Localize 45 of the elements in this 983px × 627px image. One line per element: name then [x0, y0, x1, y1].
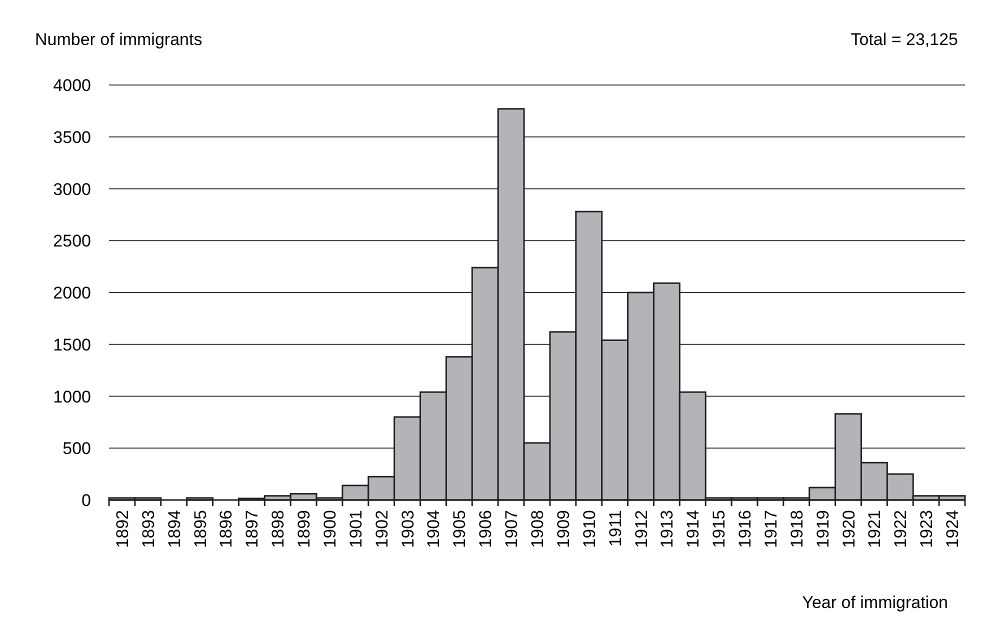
x-tick-label: 1923 — [917, 510, 936, 548]
y-tick-label: 3000 — [53, 180, 91, 199]
x-tick-label: 1907 — [502, 510, 522, 548]
x-tick-label: 1922 — [891, 510, 910, 548]
y-tick-label: 1000 — [53, 387, 91, 406]
x-tick-label: 1920 — [839, 510, 858, 548]
x-tick-label: 1905 — [450, 510, 470, 548]
y-tick-label: 2000 — [53, 284, 91, 302]
x-tick-label: 1892 — [112, 510, 132, 548]
y-tick-label: 500 — [62, 439, 91, 458]
x-tick-label: 1908 — [528, 510, 547, 548]
y-tick-label: 4000 — [53, 76, 91, 95]
x-tick-label: 1912 — [632, 510, 651, 548]
x-tick-label: 1914 — [684, 510, 703, 548]
x-tick-label: 1913 — [658, 510, 677, 548]
x-tick-label: 1894 — [164, 510, 184, 548]
x-tick-label: 1924 — [943, 510, 962, 548]
y-axis-title: Number of immigrants — [35, 30, 202, 49]
x-tick-label: 1895 — [190, 510, 210, 548]
x-tick-label: 1902 — [372, 510, 392, 548]
x-tick-label: 1918 — [787, 510, 806, 548]
x-tick-label: 1904 — [424, 510, 444, 548]
x-tick-label: 1900 — [320, 510, 340, 548]
x-tick-label: 1896 — [216, 510, 236, 548]
x-tick-label: 1901 — [346, 510, 366, 548]
y-tick-label: 2500 — [53, 232, 91, 251]
text: Total = 23,125 — [850, 30, 958, 49]
x-tick-label: 1921 — [865, 510, 884, 548]
x-tick-label: 1898 — [268, 510, 288, 548]
x-tick-label: 1917 — [761, 510, 780, 548]
x-tick-label: 1911 — [606, 510, 625, 547]
x-tick-label: 1915 — [710, 510, 729, 548]
x-tick-label: 1899 — [294, 510, 314, 548]
x-tick-label: 1916 — [736, 510, 755, 548]
y-tick-label: 0 — [82, 491, 91, 510]
y-tick-label: 3500 — [53, 128, 91, 147]
x-axis-title: Year of immigration — [802, 593, 948, 612]
x-tick-label: 1906 — [476, 510, 496, 548]
x-tick-label: 1903 — [398, 510, 418, 548]
x-tick-label: 1909 — [554, 510, 573, 548]
y-tick-label: 1500 — [53, 335, 91, 354]
x-tick-label: 1897 — [242, 510, 262, 548]
x-tick-label: 1919 — [813, 510, 832, 548]
x-tick-label: 1893 — [138, 510, 158, 548]
x-tick-label: 1910 — [580, 510, 599, 548]
